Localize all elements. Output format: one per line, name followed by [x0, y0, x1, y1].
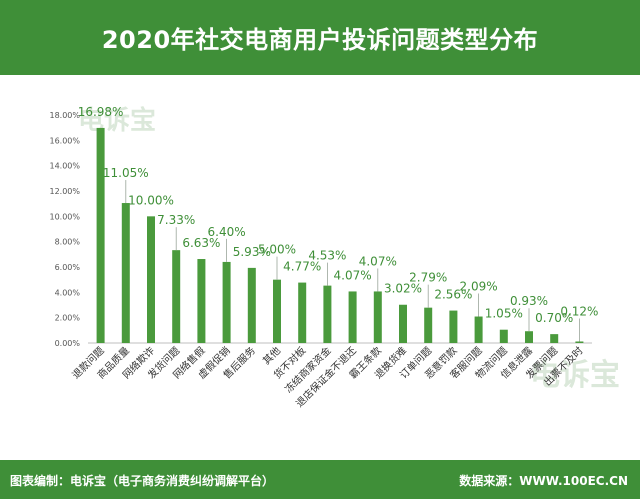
footer-bar: 图表编制：电诉宝（电子商务消费纠纷调解平台） 数据来源：WWW.100EC.CN [0, 460, 640, 499]
y-tick-label: 18.00% [49, 111, 80, 120]
y-tick-label: 0.00% [55, 339, 81, 348]
data-label: 5.00% [258, 243, 296, 257]
bar [222, 261, 231, 343]
bar [449, 310, 458, 343]
bar [147, 216, 155, 343]
bar [474, 316, 483, 343]
y-tick-label: 12.00% [49, 187, 80, 196]
bar [172, 250, 181, 343]
data-label: 4.53% [308, 249, 346, 263]
bar [121, 203, 130, 343]
watermark-top-left: 电诉宝 [78, 106, 157, 136]
bar [575, 341, 584, 343]
bar [323, 285, 332, 343]
bar [525, 331, 533, 343]
y-tick-label: 16.00% [49, 136, 80, 145]
data-label: 0.12% [560, 304, 598, 318]
bar [348, 291, 357, 343]
chart-title: 2020年社交电商用户投诉问题类型分布 [101, 26, 539, 54]
bar-chart: 0.00% 2.00% 4.00% 6.00% 8.00% 10.00% 12.00% 14.… [49, 105, 598, 410]
bar [96, 127, 105, 343]
data-label: 11.05% [103, 166, 149, 180]
data-label: 5.93% [233, 245, 271, 259]
bar [247, 267, 256, 343]
y-tick-label: 8.00% [55, 238, 81, 247]
data-label: 10.00% [128, 193, 174, 207]
bar [499, 329, 508, 343]
bar [273, 279, 281, 343]
y-tick-label: 10.00% [49, 212, 80, 221]
bar [298, 282, 307, 343]
data-label: 3.02% [384, 282, 422, 296]
watermark-bottom-right: 电诉宝 [530, 358, 620, 393]
data-label: 2.79% [409, 271, 447, 285]
bar [399, 304, 407, 343]
footer-data-source: 数据来源：WWW.100EC.CN [459, 474, 628, 488]
footer-source-compiler: 图表编制：电诉宝（电子商务消费纠纷调解平台） [10, 474, 275, 488]
data-label: 16.98% [78, 105, 124, 119]
data-label: 0.70% [535, 311, 573, 325]
header-bar: 2020年社交电商用户投诉问题类型分布 [0, 0, 640, 75]
data-label: 2.09% [460, 280, 498, 294]
x-category-label: 其他 [260, 344, 283, 367]
data-label: 6.40% [208, 225, 246, 239]
data-label: 4.07% [359, 254, 397, 268]
data-label: 1.05% [485, 307, 523, 321]
data-label: 4.07% [334, 268, 372, 282]
data-label: 7.33% [157, 213, 195, 227]
data-label: 2.56% [434, 288, 472, 302]
bar [373, 291, 382, 343]
y-tick-label: 6.00% [55, 263, 81, 272]
y-tick-label: 4.00% [55, 288, 81, 297]
bar [550, 334, 559, 343]
bar [197, 259, 206, 343]
y-tick-label: 2.00% [55, 314, 81, 323]
data-label: 0.93% [510, 294, 548, 308]
bar [424, 307, 433, 343]
data-label: 4.77% [283, 260, 321, 274]
data-label: 6.63% [182, 236, 220, 250]
y-tick-label: 14.00% [49, 162, 80, 171]
